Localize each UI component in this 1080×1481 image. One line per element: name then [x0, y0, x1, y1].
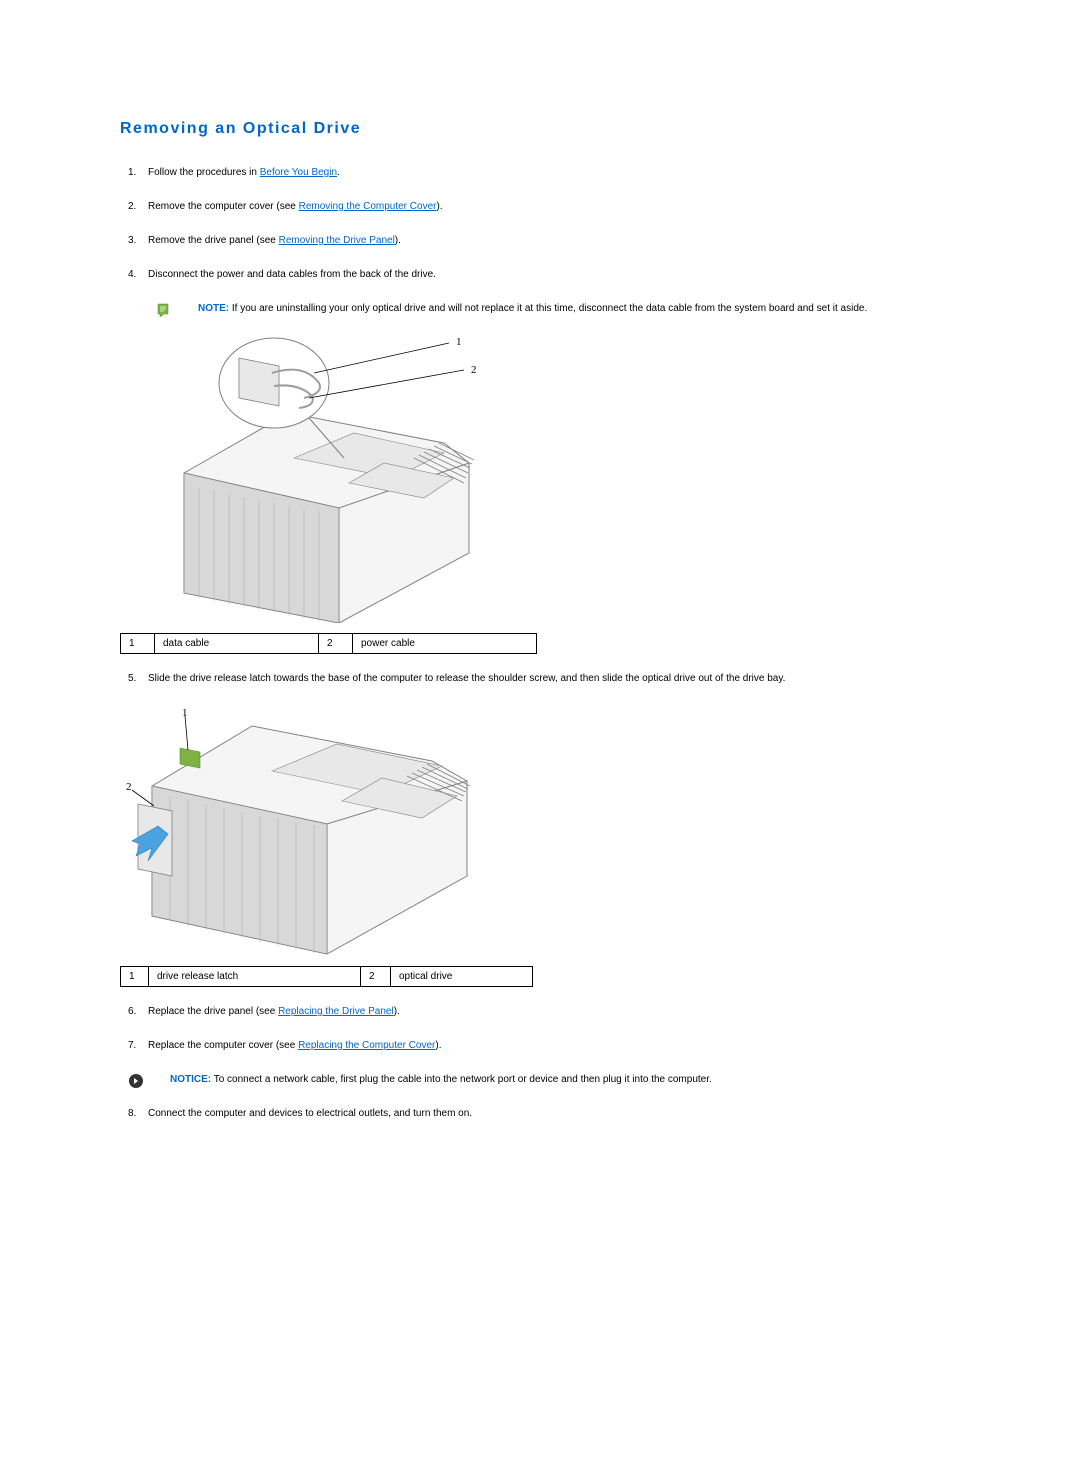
legend-label: data cable [155, 634, 319, 654]
table-row: 1 data cable 2 power cable [121, 634, 537, 654]
step-8: 8. Connect the computer and devices to e… [120, 1107, 980, 1121]
step-num: 3. [128, 234, 136, 248]
figure-2: 1 2 [122, 706, 980, 956]
steps-list-top: 1. Follow the procedures in Before You B… [120, 166, 980, 282]
legend-table-2: 1 drive release latch 2 optical drive [120, 966, 533, 987]
step-2: 2. Remove the computer cover (see Removi… [120, 200, 980, 214]
step-text: Follow the procedures in [148, 167, 260, 178]
figure-1: 1 2 [144, 328, 980, 623]
legend-num: 2 [361, 967, 391, 987]
step-text: Disconnect the power and data cables fro… [148, 269, 436, 280]
link-removing-drive-panel[interactable]: Removing the Drive Panel [279, 235, 395, 246]
step-text: Connect the computer and devices to elec… [148, 1108, 472, 1119]
notice-label: NOTICE: [170, 1074, 211, 1085]
step-5: 5. Slide the drive release latch towards… [120, 672, 980, 686]
legend-num: 2 [319, 634, 353, 654]
step-text: Replace the computer cover (see [148, 1040, 298, 1051]
svg-text:1: 1 [182, 707, 188, 719]
notice-icon [128, 1073, 144, 1089]
step-3: 3. Remove the drive panel (see Removing … [120, 234, 980, 248]
step-suffix: ). [394, 1006, 400, 1017]
step-text: Remove the computer cover (see [148, 201, 299, 212]
step-text: Slide the drive release latch towards th… [148, 673, 785, 684]
svg-text:2: 2 [471, 364, 477, 376]
step-num: 4. [128, 268, 136, 282]
link-replacing-drive-panel[interactable]: Replacing the Drive Panel [278, 1006, 394, 1017]
page-content: Removing an Optical Drive 1. Follow the … [0, 0, 1080, 1481]
note-box: NOTE: If you are uninstalling your only … [148, 302, 980, 316]
step-suffix: ). [436, 201, 442, 212]
table-row: 1 drive release latch 2 optical drive [121, 967, 533, 987]
link-replacing-computer-cover[interactable]: Replacing the Computer Cover [298, 1040, 435, 1051]
notice-text: To connect a network cable, first plug t… [211, 1074, 712, 1085]
step-6: 6. Replace the drive panel (see Replacin… [120, 1005, 980, 1019]
legend-num: 1 [121, 967, 149, 987]
step-7: 7. Replace the computer cover (see Repla… [120, 1039, 980, 1053]
note-icon [156, 302, 172, 318]
legend-label: power cable [353, 634, 537, 654]
steps-list-final: 8. Connect the computer and devices to e… [120, 1107, 980, 1121]
svg-text:2: 2 [126, 781, 132, 793]
step-num: 1. [128, 166, 136, 180]
note-text: If you are uninstalling your only optica… [229, 303, 867, 314]
legend-table-1: 1 data cable 2 power cable [120, 633, 537, 654]
step-num: 2. [128, 200, 136, 214]
step-text: Replace the drive panel (see [148, 1006, 278, 1017]
step-num: 8. [128, 1107, 136, 1121]
legend-num: 1 [121, 634, 155, 654]
svg-text:1: 1 [456, 336, 462, 348]
notice-box: NOTICE: To connect a network cable, firs… [120, 1073, 980, 1087]
legend-label: optical drive [391, 967, 533, 987]
section-title: Removing an Optical Drive [120, 120, 980, 138]
link-removing-computer-cover[interactable]: Removing the Computer Cover [299, 201, 437, 212]
step-suffix: . [337, 167, 340, 178]
step-1: 1. Follow the procedures in Before You B… [120, 166, 980, 180]
step-num: 5. [128, 672, 136, 686]
link-before-you-begin[interactable]: Before You Begin [260, 167, 337, 178]
legend-label: drive release latch [149, 967, 361, 987]
step-num: 6. [128, 1005, 136, 1019]
step-text: Remove the drive panel (see [148, 235, 279, 246]
step-num: 7. [128, 1039, 136, 1053]
step-4: 4. Disconnect the power and data cables … [120, 268, 980, 282]
steps-list-mid: 5. Slide the drive release latch towards… [120, 672, 980, 686]
note-label: NOTE: [198, 303, 229, 314]
step-suffix: ). [435, 1040, 441, 1051]
step-suffix: ). [395, 235, 401, 246]
steps-list-bottom: 6. Replace the drive panel (see Replacin… [120, 1005, 980, 1053]
